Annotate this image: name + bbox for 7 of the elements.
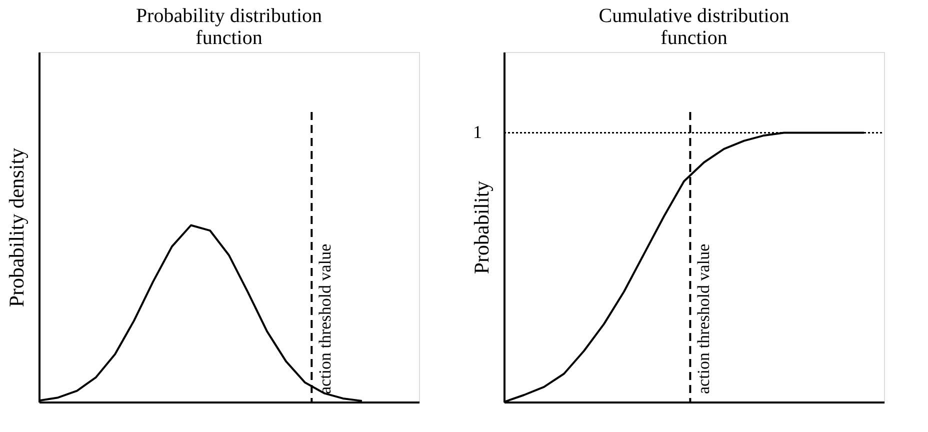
ref-line-label: 1 [473,122,482,142]
chart-title: Probability distribution function [136,5,322,49]
annotation: action threshold value [316,244,335,394]
y-axis-title: Probability density [4,147,28,308]
annotation: action threshold value [694,244,714,394]
chart-title: Cumulative distribution function [598,5,790,49]
y-axis-title: Probability [470,180,494,274]
